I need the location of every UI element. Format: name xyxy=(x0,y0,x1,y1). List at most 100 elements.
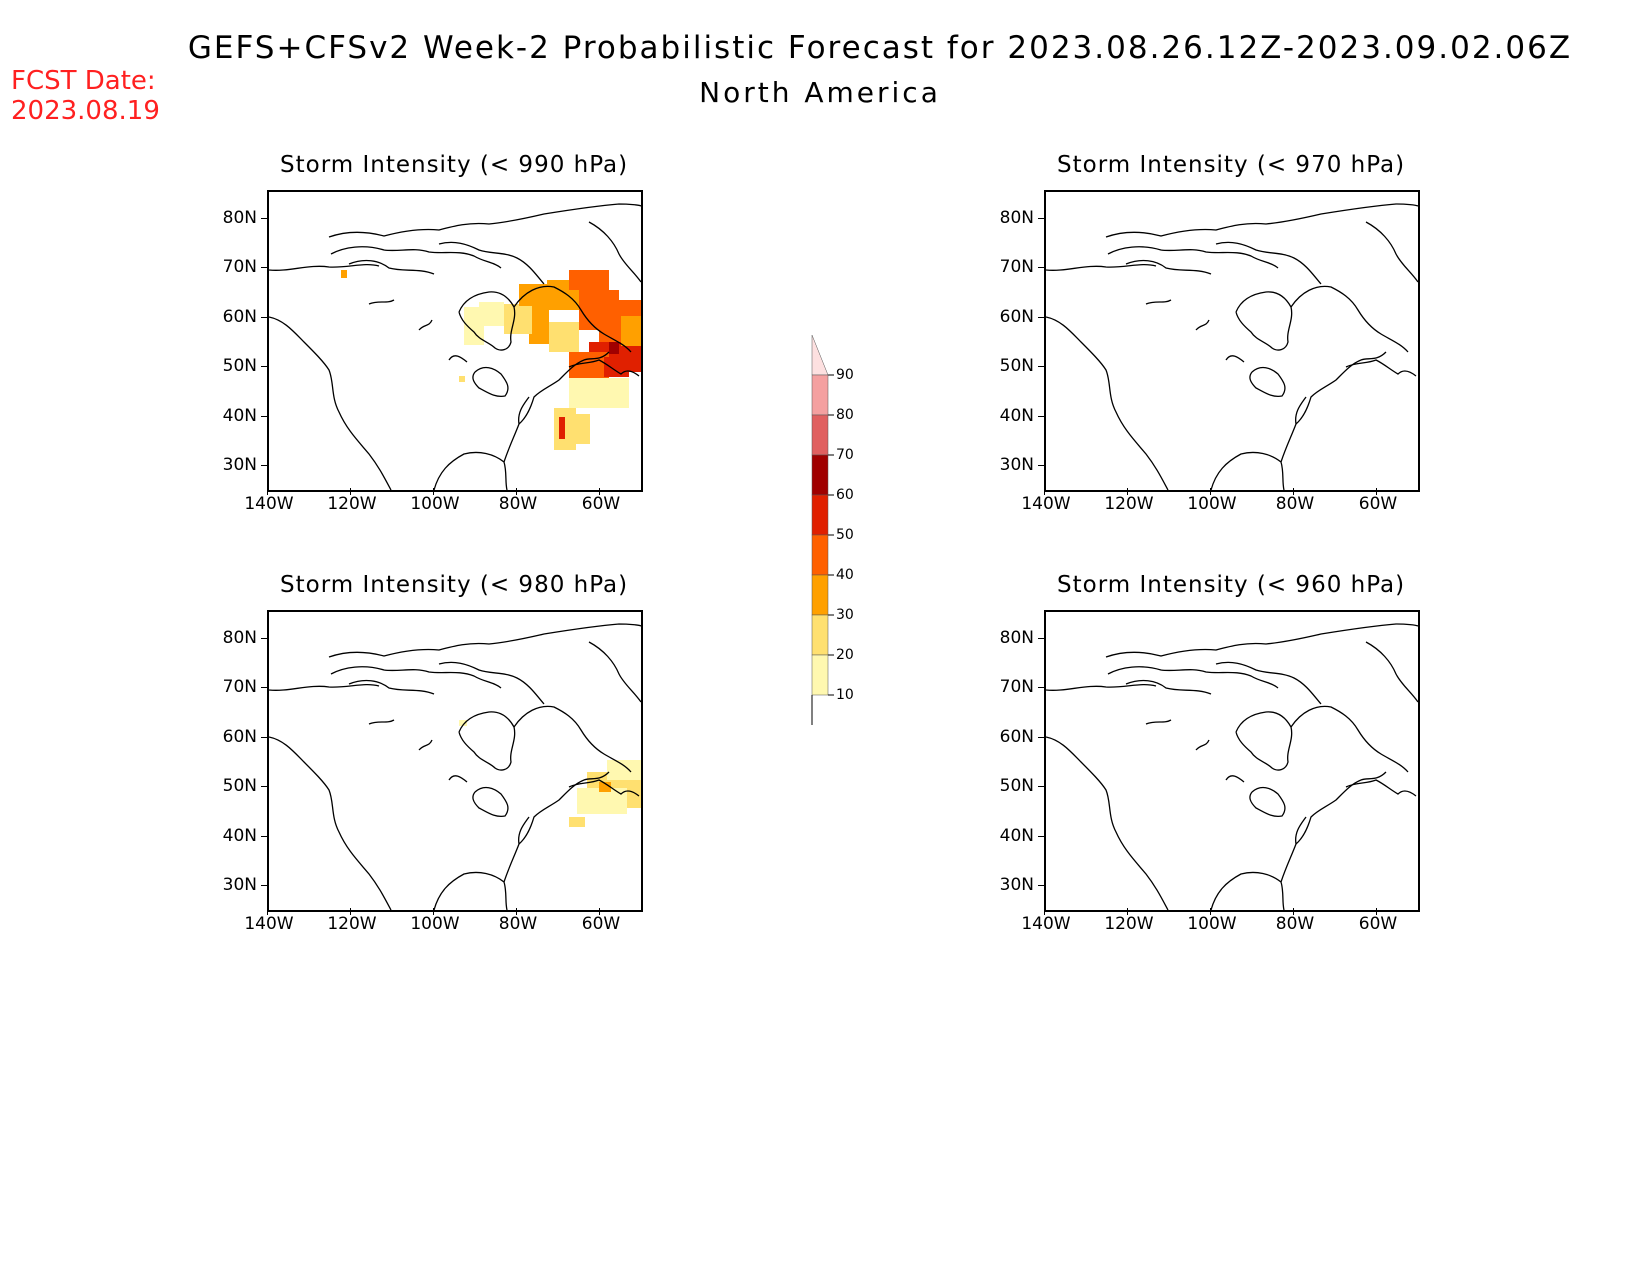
forecast-date-block: FCST Date: 2023.08.19 xyxy=(11,66,160,126)
lon-tick xyxy=(1293,488,1294,495)
lat-tick xyxy=(1038,687,1045,688)
lat-tick xyxy=(1038,737,1045,738)
coastline xyxy=(588,221,641,283)
lat-tick-label: 30N xyxy=(999,875,1034,895)
map-canvas xyxy=(269,623,641,910)
colorbar-segment xyxy=(811,654,829,696)
lon-tick-label: 140W xyxy=(244,914,294,934)
colorbar-label: 20 xyxy=(836,647,854,663)
lon-tick xyxy=(350,488,351,495)
colorbar-segment xyxy=(811,334,829,376)
lat-tick-label: 70N xyxy=(999,257,1034,277)
lon-tick-label: 140W xyxy=(244,494,294,514)
lon-tick-label: 80W xyxy=(1275,914,1315,934)
lon-tick-label: 60W xyxy=(1358,914,1398,934)
coastline xyxy=(1125,259,1212,275)
lon-tick xyxy=(433,908,434,915)
probability-shading-cell xyxy=(604,357,629,377)
colorbar-label: 60 xyxy=(836,487,854,503)
lon-tick xyxy=(1127,488,1128,495)
coastline xyxy=(1046,683,1387,910)
colorbar-graphic: 90 80 70 60 50 40 30 20 10 xyxy=(811,334,854,725)
probability-shading-cell xyxy=(549,322,579,352)
lon-tick xyxy=(516,488,517,495)
lat-tick-label: 60N xyxy=(999,727,1034,747)
map-frame xyxy=(1044,610,1420,912)
lat-tick xyxy=(1038,836,1045,837)
forecast-date-label: FCST Date: xyxy=(11,66,156,96)
colorbar-segment xyxy=(811,494,829,536)
lon-tick xyxy=(1376,908,1377,915)
lon-tick-label: 120W xyxy=(1104,914,1154,934)
lat-tick xyxy=(1038,638,1045,639)
lon-tick-label: 60W xyxy=(581,914,621,934)
colorbar-label: 10 xyxy=(836,687,854,703)
lon-tick-label: 80W xyxy=(1275,494,1315,514)
colorbar-segment xyxy=(811,414,829,456)
lat-tick xyxy=(1038,465,1045,466)
probability-shading-cell xyxy=(607,760,641,780)
lon-tick xyxy=(599,488,600,495)
lat-tick xyxy=(261,218,268,219)
lon-tick-label: 100W xyxy=(410,494,460,514)
lat-tick-label: 50N xyxy=(222,776,257,796)
lat-tick xyxy=(261,737,268,738)
lat-tick-label: 60N xyxy=(222,727,257,747)
lat-tick-label: 60N xyxy=(222,307,257,327)
lat-tick xyxy=(1038,267,1045,268)
lat-tick xyxy=(261,416,268,417)
colorbar: 90 80 70 60 50 40 30 20 10 xyxy=(808,334,888,735)
lat-tick xyxy=(261,786,268,787)
coastline xyxy=(1365,221,1418,283)
lat-tick-label: 50N xyxy=(999,356,1034,376)
lat-tick xyxy=(1038,218,1045,219)
coastline xyxy=(1290,285,1409,353)
map-canvas xyxy=(1046,623,1418,910)
probability-shading-cell xyxy=(559,417,565,439)
panel-title: Storm Intensity (< 960 hPa) xyxy=(1057,572,1406,598)
lon-tick-label: 80W xyxy=(498,914,538,934)
probability-shading xyxy=(459,720,641,827)
coastline xyxy=(438,661,545,705)
lon-tick xyxy=(267,908,268,915)
lat-tick xyxy=(261,366,268,367)
lat-tick-label: 70N xyxy=(222,257,257,277)
lat-tick-label: 40N xyxy=(999,406,1034,426)
lat-tick-label: 40N xyxy=(999,826,1034,846)
map-canvas xyxy=(1046,203,1418,490)
colorbar-segment xyxy=(811,534,829,576)
probability-shading-cell xyxy=(464,307,484,345)
probability-shading-cell xyxy=(569,270,609,290)
coastline xyxy=(472,786,509,818)
colorbar-label: 70 xyxy=(836,447,854,463)
coastline xyxy=(1345,779,1417,797)
panel-title: Storm Intensity (< 970 hPa) xyxy=(1057,152,1406,178)
coastline xyxy=(1105,203,1418,238)
lat-tick xyxy=(1038,416,1045,417)
lon-tick xyxy=(1044,908,1045,915)
coastline xyxy=(368,299,468,363)
coastline xyxy=(328,203,641,238)
colorbar-label: 30 xyxy=(836,607,854,623)
lon-tick-label: 120W xyxy=(327,494,377,514)
lon-tick xyxy=(1044,488,1045,495)
lon-tick xyxy=(267,488,268,495)
lon-tick-label: 80W xyxy=(498,494,538,514)
lat-tick-label: 80N xyxy=(222,628,257,648)
lon-tick xyxy=(1210,908,1211,915)
lon-tick-label: 100W xyxy=(410,914,460,934)
lat-tick xyxy=(1038,366,1045,367)
lon-tick xyxy=(516,908,517,915)
lat-tick xyxy=(261,687,268,688)
lat-tick-label: 70N xyxy=(222,677,257,697)
lon-tick-label: 120W xyxy=(1104,494,1154,514)
probability-shading-cell xyxy=(574,414,590,444)
colorbar-label: 50 xyxy=(836,527,854,543)
coastline xyxy=(458,291,516,351)
lat-tick-label: 30N xyxy=(999,455,1034,475)
map-canvas xyxy=(269,203,641,490)
lon-tick-label: 60W xyxy=(581,494,621,514)
probability-shading-cell xyxy=(519,284,549,306)
lon-tick xyxy=(1127,908,1128,915)
coastline xyxy=(472,366,509,398)
